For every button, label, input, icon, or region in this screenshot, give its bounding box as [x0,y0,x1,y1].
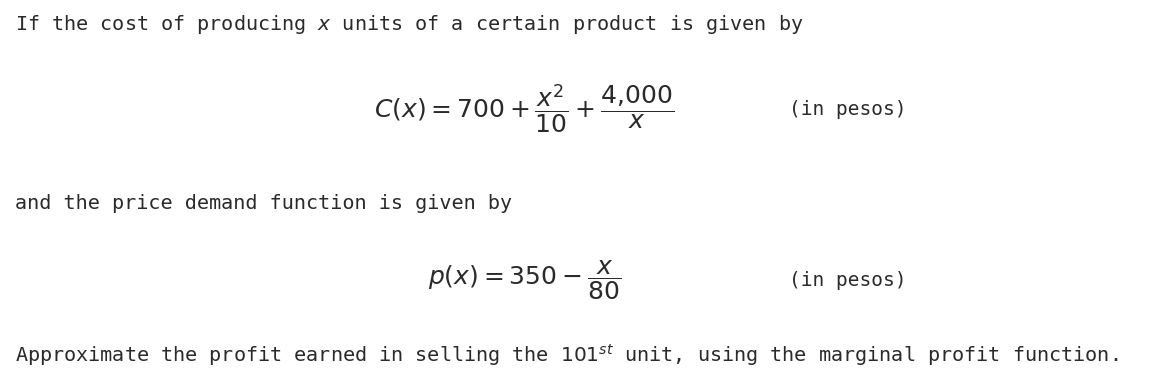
Text: $p(x) = 350 - \dfrac{x}{80}$: $p(x) = 350 - \dfrac{x}{80}$ [427,258,621,302]
Text: $C(x) = 700 + \dfrac{x^2}{10} + \dfrac{4{,}000}{x}$: $C(x) = 700 + \dfrac{x^2}{10} + \dfrac{4… [374,83,674,135]
Text: Approximate the profit earned in selling the $101^{st}$ unit, using the marginal: Approximate the profit earned in selling… [15,343,1119,368]
Text: (in pesos): (in pesos) [789,271,907,290]
Text: and the price demand function is given by: and the price demand function is given b… [15,194,513,212]
Text: If the cost of producing $x$ units of a certain product is given by: If the cost of producing $x$ units of a … [15,13,803,36]
Text: (in pesos): (in pesos) [789,100,907,118]
